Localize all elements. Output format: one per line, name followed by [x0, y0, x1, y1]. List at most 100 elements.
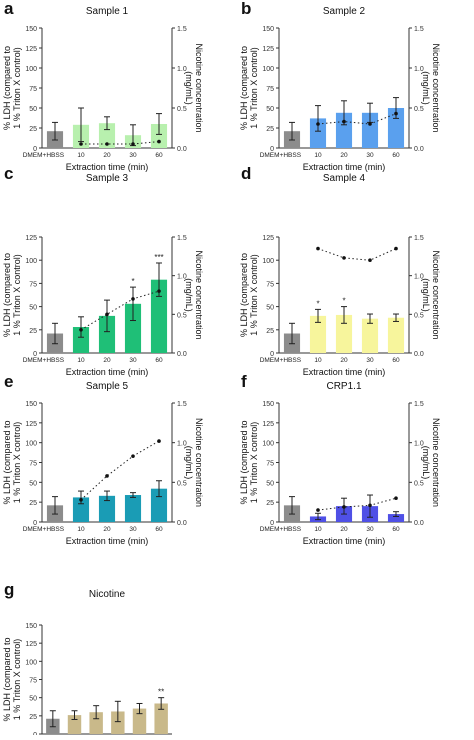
y2-axis-label-line: (mg/mL)	[184, 278, 194, 312]
x-axis-label: Extraction time (min)	[66, 367, 149, 377]
y-axis-label-line: 1 % Triton X control)	[12, 422, 22, 504]
y-tick-label: 75	[29, 86, 37, 93]
x-tick-label-line: DMEM+HBSS	[23, 357, 65, 364]
y2-axis-label-line: (mg/mL)	[421, 278, 431, 312]
y-tick-label: 125	[262, 421, 274, 428]
y2-axis-label-line: (mg/mL)	[421, 446, 431, 480]
x-tick-label-line: 10	[314, 526, 322, 533]
bar	[98, 123, 116, 148]
nicotine-line	[317, 248, 397, 261]
nicotine-line	[80, 440, 160, 501]
y-tick-label: 25	[29, 328, 37, 335]
nicotine-point	[105, 312, 109, 317]
nicotine-point	[316, 508, 320, 512]
y2-tick-label: 0.5	[414, 106, 424, 113]
x-tick-label-line: 30	[366, 526, 374, 533]
x-tick-label: 10	[77, 357, 85, 364]
y2-tick-label: 1.5	[177, 26, 187, 33]
y2-axis-label-line: Nicotine concentration	[431, 43, 441, 132]
y-axis-label: % LDH (compared to1 % Triton X control)	[2, 253, 22, 337]
x-axis-label: Extraction time (min)	[66, 162, 149, 172]
bar	[387, 108, 405, 148]
y2-tick-label: 1.5	[177, 235, 187, 242]
y-axis-label-line: 1 % Triton X control)	[12, 47, 22, 129]
x-tick-label: DMEM+HBSS	[23, 152, 65, 159]
y-axis-label: % LDH (compared to1 % Triton X control)	[239, 420, 259, 504]
y-tick-label: 50	[266, 305, 274, 312]
y-tick-label: 0	[270, 351, 274, 358]
y2-tick-label: 1.5	[414, 235, 424, 242]
nicotine-point	[368, 258, 372, 262]
x-tick-label-line: 30	[366, 152, 374, 159]
significance-label: ***	[154, 253, 163, 262]
bar	[124, 495, 142, 522]
y2-axis-label-line: Nicotine concentration	[194, 250, 204, 339]
y2-tick-label: 0.5	[177, 480, 187, 487]
y-axis-label-line: 1 % Triton X control)	[249, 254, 259, 336]
x-axis-label: Extraction time (min)	[303, 536, 386, 546]
nicotine-point	[131, 454, 135, 458]
y-tick-label: 100	[262, 258, 274, 265]
chart-title: Sample 4	[323, 173, 366, 184]
x-axis-label: Extraction time (min)	[66, 536, 149, 546]
panel-letter: d	[241, 164, 251, 183]
x-tick-label: 30	[129, 526, 137, 533]
nicotine-point	[105, 474, 109, 478]
x-tick-label: 20	[340, 357, 348, 364]
y-axis-label: % LDH (compared to1 % Triton X control)	[239, 253, 259, 337]
nicotine-point	[79, 328, 83, 332]
y2-axis-label: Nicotine concentration(mg/mL)	[421, 43, 441, 132]
y2-axis-label: Nicotine concentration(mg/mL)	[421, 250, 441, 339]
y-axis-label-line: % LDH (compared to	[2, 46, 12, 130]
panel-d: d Sample 4 % LDH (compared to1 % Triton X …	[239, 164, 441, 377]
x-tick-label-line: 30	[366, 357, 374, 364]
x-tick-label-line: 10	[77, 526, 85, 533]
bar	[309, 315, 327, 353]
x-tick-label-line: 60	[392, 357, 400, 364]
bar	[72, 327, 90, 353]
x-tick-label: 60	[155, 357, 163, 364]
y-tick-label: 25	[29, 714, 37, 721]
nicotine-point	[157, 289, 161, 293]
x-tick-label-line: DMEM+HBSS	[23, 152, 65, 159]
y2-tick-label: 1.0	[414, 66, 424, 73]
bar	[89, 712, 103, 734]
x-tick-label-line: 20	[103, 526, 111, 533]
y-tick-label: 50	[266, 106, 274, 113]
y-axis-label-line: 1 % Triton X control)	[12, 254, 22, 336]
nicotine-point	[342, 119, 346, 124]
y2-tick-label: 1.5	[177, 401, 187, 408]
x-tick-label-line: 20	[103, 152, 111, 159]
y2-tick-label: 1.0	[177, 441, 187, 448]
x-tick-label: 20	[340, 526, 348, 533]
nicotine-point	[157, 439, 161, 443]
nicotine-point	[368, 122, 372, 126]
bar	[150, 488, 168, 522]
x-tick-label-line: 20	[340, 526, 348, 533]
nicotine-point	[368, 503, 372, 508]
y2-tick-label: 0.5	[414, 480, 424, 487]
significance-label: *	[131, 277, 134, 286]
y-tick-label: 75	[29, 461, 37, 468]
y2-axis-label: Nicotine concentration(mg/mL)	[184, 250, 204, 339]
y-tick-label: 0	[270, 520, 274, 527]
y-axis-label-line: % LDH (compared to	[239, 420, 249, 504]
y2-axis-label-line: (mg/mL)	[184, 446, 194, 480]
y-axis-label-line: % LDH (compared to	[239, 253, 249, 337]
y-tick-label: 75	[266, 86, 274, 93]
x-tick-label-line: 60	[392, 526, 400, 533]
nicotine-point	[131, 142, 135, 146]
x-tick-label-line: 20	[340, 152, 348, 159]
nicotine-point	[394, 111, 398, 116]
y-tick-label: 125	[25, 235, 37, 242]
x-tick-label: 60	[392, 526, 400, 533]
nicotine-point	[131, 297, 135, 301]
significance-label: **	[158, 688, 164, 697]
y-tick-label: 75	[266, 461, 274, 468]
x-tick-label: 10	[77, 152, 85, 159]
y2-tick-label: 1.0	[177, 274, 187, 281]
y-tick-label: 100	[25, 659, 37, 666]
nicotine-point	[316, 246, 320, 251]
x-tick-label: 30	[366, 152, 374, 159]
